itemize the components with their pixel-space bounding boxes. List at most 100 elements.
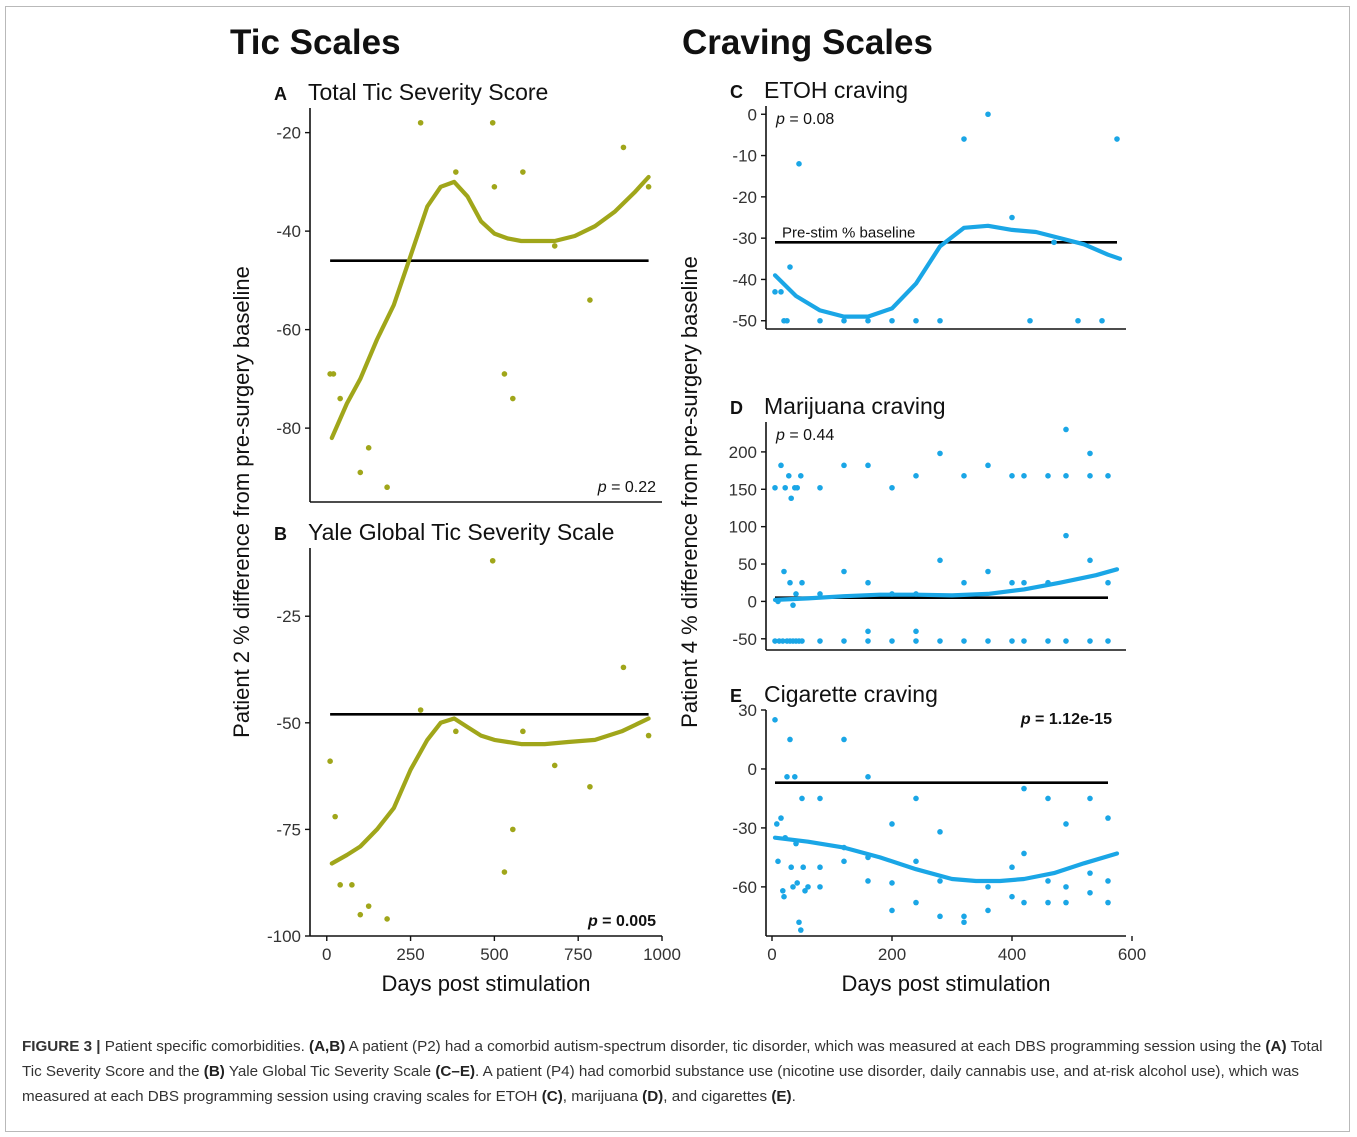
data-point <box>365 903 372 909</box>
p-value-symbol: p <box>775 111 785 128</box>
x-tick-label: 0 <box>767 945 776 964</box>
caption-text-6: , marijuana <box>562 1088 643 1105</box>
data-point <box>337 882 343 888</box>
panels: A Total Tic Severity Score -20 -40 -60 -80 p =… <box>267 77 1146 964</box>
panel-letter-a: A <box>274 84 287 104</box>
panel-title-c: ETOH craving <box>764 77 908 103</box>
caption-label: FIGURE 3 | <box>22 1038 101 1055</box>
y-tick-label: -80 <box>276 419 301 438</box>
data-point <box>501 371 508 377</box>
data-point <box>327 758 333 764</box>
data-point <box>961 913 967 920</box>
caption-ref-a: (A) <box>1265 1038 1287 1055</box>
data-point <box>587 783 593 790</box>
data-point <box>778 289 784 295</box>
caption-text-2: A patient (P2) had a comorbid autism-spe… <box>345 1038 1266 1055</box>
y-tick-label: -50 <box>276 714 301 733</box>
data-point <box>985 907 991 914</box>
data-point <box>817 591 823 597</box>
data-point <box>417 119 424 126</box>
data-point <box>796 161 802 167</box>
y-tick-label: -75 <box>276 820 301 839</box>
data-point <box>782 484 788 491</box>
data-point <box>802 888 808 894</box>
y-tick-label: -10 <box>732 147 757 166</box>
data-point <box>865 878 871 884</box>
y-tick-label: 100 <box>729 518 757 537</box>
data-point <box>937 913 943 920</box>
data-point <box>1045 899 1051 906</box>
caption-ref-ab: (A,B) <box>309 1038 346 1055</box>
data-point <box>792 774 798 780</box>
data-point <box>1105 815 1111 821</box>
data-point <box>489 557 496 564</box>
data-point <box>1021 785 1027 792</box>
data-point <box>1087 889 1093 896</box>
x-axis-label-left: Days post stimulation <box>381 971 590 996</box>
data-point <box>889 484 895 491</box>
x-tick-label: 250 <box>396 945 424 964</box>
panel-letter-c: C <box>730 82 743 102</box>
p-value-number: = 1.12e-15 <box>1031 711 1113 728</box>
panel-b: B Yale Global Tic Severity Scale -25 -50 -75… <box>267 519 681 964</box>
caption-text-8: . <box>791 1088 796 1105</box>
data-point <box>788 864 794 871</box>
data-point <box>1045 473 1051 479</box>
data-point <box>865 628 871 635</box>
data-point <box>357 469 364 476</box>
x-tick-label: 500 <box>480 945 508 964</box>
y-tick-label: 30 <box>738 701 757 720</box>
x-tick-label: 750 <box>564 945 592 964</box>
data-point <box>780 888 786 894</box>
data-point <box>865 462 871 469</box>
caption-text-7: , and cigarettes <box>663 1088 772 1105</box>
data-point <box>1063 821 1069 827</box>
panel-a: A Total Tic Severity Score -20 -40 -60 -80 p =… <box>274 79 662 503</box>
panel-title-b: Yale Global Tic Severity Scale <box>308 519 614 545</box>
data-point <box>985 462 991 469</box>
data-point <box>799 795 805 802</box>
data-point <box>1063 638 1069 644</box>
data-point <box>1009 579 1015 586</box>
data-point <box>330 371 337 377</box>
smooth-fit-line <box>329 716 651 866</box>
data-point <box>772 717 778 723</box>
data-point <box>1063 426 1069 433</box>
data-point <box>805 884 811 890</box>
panel-title-d: Marijuana craving <box>764 393 946 419</box>
data-point <box>1087 473 1093 479</box>
data-point <box>501 869 508 875</box>
data-point <box>778 815 784 821</box>
y-tick-label: 50 <box>738 555 757 574</box>
data-point <box>913 858 919 865</box>
p-value-symbol: p <box>587 913 598 930</box>
x-tick-label: 600 <box>1118 945 1146 964</box>
data-point <box>889 880 895 886</box>
data-point <box>645 732 652 739</box>
data-point <box>1051 239 1057 246</box>
data-point <box>937 878 943 884</box>
data-point <box>491 184 498 190</box>
data-point <box>1021 473 1027 479</box>
data-point <box>961 136 967 142</box>
data-point <box>788 495 794 502</box>
p-value-annotation: p = 0.44 <box>775 427 834 444</box>
data-point <box>1087 638 1093 644</box>
data-point <box>1021 579 1027 586</box>
y-axis-label-left: Patient 2 % difference from pre-surgery … <box>229 266 254 738</box>
smooth-fit-line <box>772 223 1123 319</box>
data-point <box>1045 878 1051 884</box>
data-point <box>417 707 424 713</box>
data-point <box>1009 473 1015 479</box>
data-point <box>800 864 806 871</box>
data-point <box>786 473 792 479</box>
p-value-number: = 0.22 <box>607 479 656 496</box>
data-point <box>384 484 390 491</box>
panel-letter-d: D <box>730 398 743 418</box>
data-point <box>1021 899 1027 906</box>
data-point <box>865 638 871 644</box>
caption-text-5: . A patient (P4) had comorbid substance … <box>22 1063 1299 1105</box>
data-point <box>1099 317 1105 324</box>
x-axis-label-right: Days post stimulation <box>841 971 1050 996</box>
caption-ref-e: (E) <box>771 1088 792 1105</box>
